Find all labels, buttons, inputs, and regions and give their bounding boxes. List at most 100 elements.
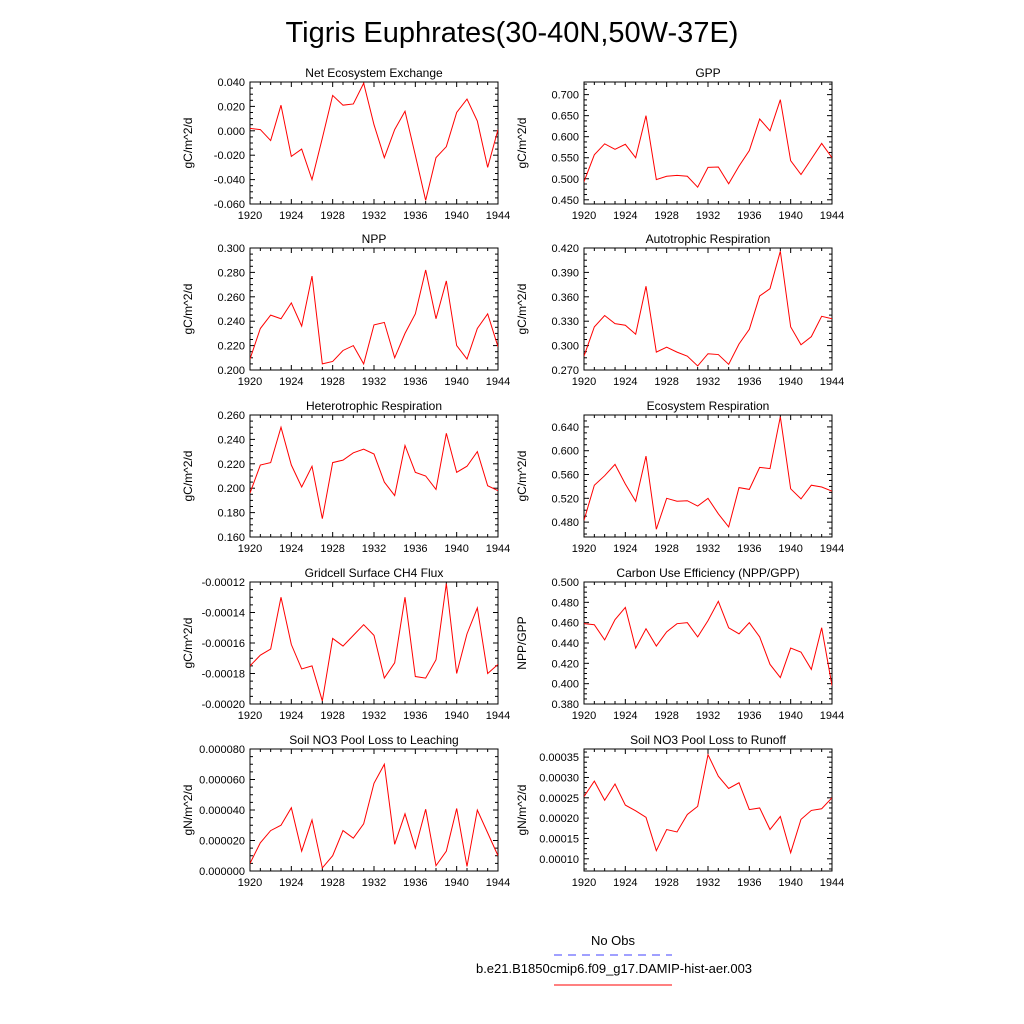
x-tick-label: 1920 <box>572 877 596 889</box>
series-line <box>250 583 498 702</box>
panel-autotrophic-respiration: Autotrophic Respiration gC/m^2/d 1920 1924 1… <box>515 232 844 388</box>
x-tick-label: 1940 <box>444 877 468 889</box>
x-tick-label: 1936 <box>403 877 427 889</box>
x-tick-label: 1936 <box>403 376 427 388</box>
panel-net-ecosystem-exchange: Net Ecosystem Exchange gC/m^2/d 1920 1924 19… <box>181 66 510 222</box>
y-tick-label: 0.390 <box>551 267 579 279</box>
y-tick-label: 0.460 <box>551 618 579 630</box>
x-tick-label: 1932 <box>362 210 386 222</box>
y-tick-label: 0.000040 <box>199 805 245 817</box>
panel-heterotrophic-respiration: Heterotrophic Respiration gC/m^2/d 1920 192… <box>181 399 510 555</box>
y-tick-label: 0.300 <box>551 341 579 353</box>
series-line <box>584 416 832 530</box>
x-tick-label: 1928 <box>654 543 678 555</box>
panel-ecosystem-respiration: Ecosystem Respiration gC/m^2/d 1920 1924 192… <box>515 399 844 555</box>
x-tick-label: 1940 <box>778 210 802 222</box>
x-tick-label: 1924 <box>279 210 303 222</box>
series-line <box>584 600 832 686</box>
y-tick-label: -0.060 <box>214 199 245 211</box>
y-tick-label: -0.00018 <box>202 669 245 681</box>
y-tick-label: 0.480 <box>551 517 579 529</box>
y-axis-label: gN/m^2/d <box>515 785 529 836</box>
x-tick-label: 1936 <box>737 376 761 388</box>
x-tick-label: 1920 <box>572 210 596 222</box>
y-tick-label: 0.650 <box>551 111 579 123</box>
x-tick-label: 1932 <box>362 877 386 889</box>
y-tick-label: 0.400 <box>551 679 579 691</box>
y-tick-label: 0.00035 <box>539 752 579 764</box>
series-line <box>250 425 498 519</box>
x-tick-label: 1936 <box>737 710 761 722</box>
x-tick-label: 1928 <box>654 877 678 889</box>
x-tick-label: 1940 <box>778 877 802 889</box>
y-tick-label: -0.020 <box>214 150 245 162</box>
x-tick-label: 1928 <box>320 543 344 555</box>
y-tick-label: 0.00025 <box>539 793 579 805</box>
x-tick-label: 1936 <box>403 210 427 222</box>
plot-frame <box>583 581 833 705</box>
x-tick-label: 1924 <box>279 543 303 555</box>
plot-frame <box>583 748 833 872</box>
y-tick-label: 0.040 <box>217 77 245 89</box>
y-tick-label: 0.00020 <box>539 813 579 825</box>
y-tick-label: 0.00010 <box>539 854 579 866</box>
y-tick-label: 0.240 <box>217 316 245 328</box>
y-tick-label: 0.220 <box>217 341 245 353</box>
x-tick-label: 1920 <box>572 376 596 388</box>
x-tick-label: 1936 <box>737 543 761 555</box>
y-tick-label: 0.450 <box>551 195 579 207</box>
x-tick-label: 1924 <box>613 376 637 388</box>
y-tick-label: -0.00012 <box>202 577 245 589</box>
x-tick-label: 1920 <box>238 210 262 222</box>
y-tick-label: 0.700 <box>551 90 579 102</box>
x-tick-label: 1940 <box>444 710 468 722</box>
panel-title: Gridcell Surface CH4 Flux <box>305 566 444 580</box>
series-line <box>250 82 498 201</box>
panel-title: GPP <box>695 66 720 80</box>
y-axis-label: gC/m^2/d <box>515 118 529 169</box>
panel-soil-no3-pool-loss-to-runoff: Soil NO3 Pool Loss to Runoff gN/m^2/d 1920… <box>515 733 844 889</box>
y-tick-label: 0.640 <box>551 422 579 434</box>
x-tick-label: 1928 <box>654 210 678 222</box>
y-tick-label: 0.270 <box>551 365 579 377</box>
y-tick-label: 0.000060 <box>199 775 245 787</box>
x-tick-label: 1924 <box>613 210 637 222</box>
x-tick-label: 1928 <box>320 210 344 222</box>
y-tick-label: 0.500 <box>551 577 579 589</box>
x-tick-label: 1932 <box>696 710 720 722</box>
y-tick-label: 0.260 <box>217 292 245 304</box>
x-tick-label: 1924 <box>613 877 637 889</box>
y-tick-label: 0.200 <box>217 483 245 495</box>
panel-soil-no3-pool-loss-to-leaching: Soil NO3 Pool Loss to Leaching gN/m^2/d 19… <box>181 733 510 889</box>
y-tick-label: 0.160 <box>217 532 245 544</box>
y-tick-label: 0.240 <box>217 434 245 446</box>
x-tick-label: 1920 <box>238 376 262 388</box>
y-tick-label: 0.200 <box>217 365 245 377</box>
legend-label-no-obs: No Obs <box>591 933 636 948</box>
plot-frame <box>249 414 499 538</box>
y-tick-label: -0.00016 <box>202 638 245 650</box>
x-tick-label: 1928 <box>654 376 678 388</box>
panel-title: NPP <box>362 232 387 246</box>
y-axis-label: gC/m^2/d <box>181 284 195 335</box>
y-tick-label: 0.440 <box>551 638 579 650</box>
y-tick-label: 0.220 <box>217 459 245 471</box>
x-tick-label: 1932 <box>696 376 720 388</box>
y-tick-label: 0.280 <box>217 267 245 279</box>
x-tick-label: 1920 <box>238 543 262 555</box>
plot-frame <box>583 247 833 371</box>
y-tick-label: 0.520 <box>551 493 579 505</box>
series-line <box>584 99 832 189</box>
x-tick-label: 1944 <box>820 543 844 555</box>
x-tick-label: 1924 <box>613 543 637 555</box>
y-axis-label: gC/m^2/d <box>181 118 195 169</box>
x-tick-label: 1940 <box>778 543 802 555</box>
y-axis-label: gC/m^2/d <box>181 451 195 502</box>
panel-carbon-use-efficiency-npp-gpp: Carbon Use Efficiency (NPP/GPP) NPP/GPP 19… <box>515 566 844 722</box>
y-tick-label: 0.330 <box>551 316 579 328</box>
y-tick-label: 0.360 <box>551 292 579 304</box>
y-axis-label: gC/m^2/d <box>515 451 529 502</box>
x-tick-label: 1940 <box>444 543 468 555</box>
x-tick-label: 1928 <box>320 877 344 889</box>
